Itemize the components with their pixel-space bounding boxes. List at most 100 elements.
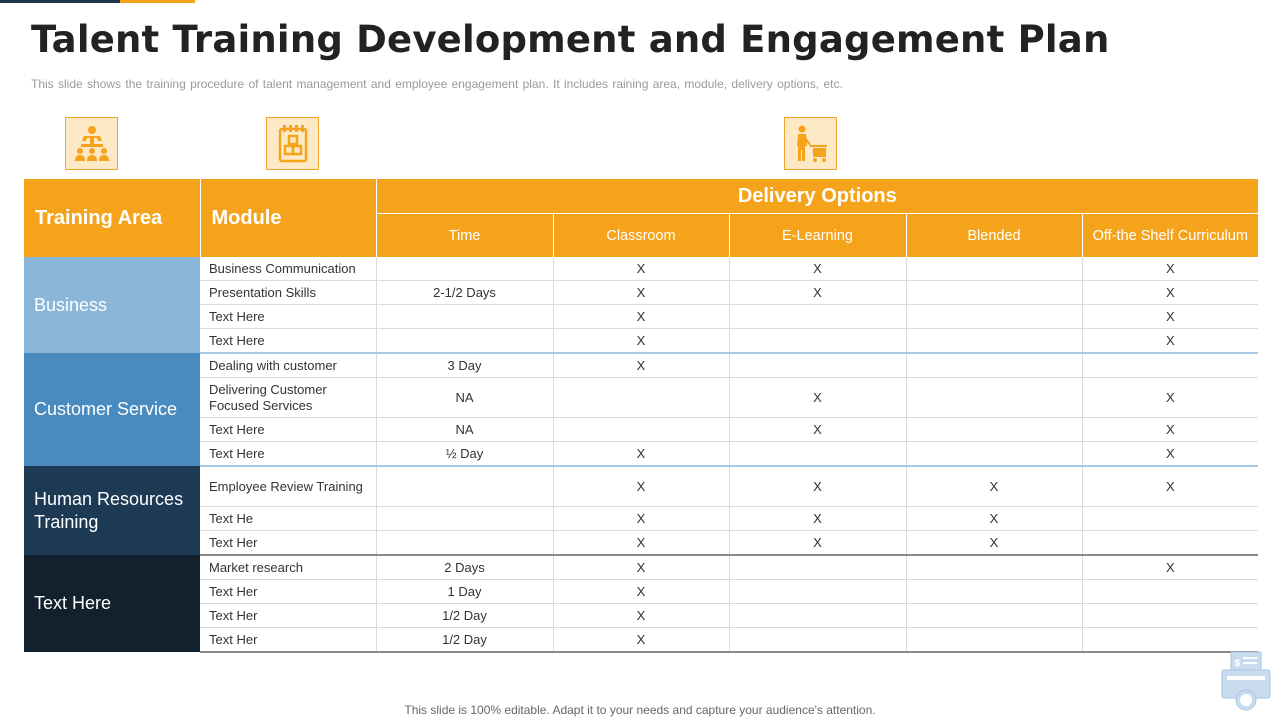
- module-cell: Text Her: [200, 603, 377, 628]
- time-cell: [376, 466, 554, 507]
- top-accent-dark: [0, 0, 120, 3]
- module-cell: Text Here: [200, 328, 377, 354]
- off-shelf-cell: X: [1082, 466, 1259, 507]
- header-delivery-options: Delivery Options: [376, 179, 1259, 214]
- module-cell: Delivering Customer Focused Services: [200, 377, 377, 418]
- module-cell: Text Her: [200, 530, 377, 556]
- table-row: Text Her 1 Day X: [24, 579, 1259, 604]
- classroom-cell: X: [553, 627, 730, 653]
- off-shelf-cell: X: [1082, 441, 1259, 467]
- delivery-cart-icon: [784, 117, 837, 170]
- classroom-cell: X: [553, 555, 730, 580]
- header-module: Module: [200, 179, 377, 257]
- header-off-shelf: Off-the Shelf Curriculum: [1082, 213, 1259, 257]
- elearning-cell: X: [729, 530, 907, 556]
- blended-cell: X: [906, 466, 1083, 507]
- area-human-resources: Human Resources Training: [24, 466, 200, 555]
- time-cell: [376, 257, 554, 281]
- table-row: Text Here Market research 2 Days X X: [24, 555, 1259, 652]
- elearning-cell: [729, 579, 907, 604]
- blended-cell: [906, 257, 1083, 281]
- time-cell: NA: [376, 377, 554, 418]
- elearning-cell: [729, 328, 907, 354]
- blended-cell: [906, 417, 1083, 442]
- off-shelf-cell: [1082, 603, 1259, 628]
- header-elearning: E-Learning: [729, 213, 907, 257]
- module-cell: Text Her: [200, 627, 377, 653]
- elearning-cell: X: [729, 466, 907, 507]
- page-subtitle: This slide shows the training procedure …: [31, 77, 843, 91]
- off-shelf-cell: X: [1082, 304, 1259, 329]
- time-cell: 1/2 Day: [376, 627, 554, 653]
- cash-register-icon: $: [1219, 650, 1273, 717]
- classroom-cell: X: [553, 506, 730, 531]
- classroom-cell: X: [553, 530, 730, 556]
- table-row: Text Her 1/2 Day X: [24, 627, 1259, 653]
- time-cell: [376, 506, 554, 531]
- classroom-cell: [553, 377, 730, 418]
- classroom-cell: X: [553, 441, 730, 467]
- off-shelf-cell: X: [1082, 555, 1259, 580]
- time-cell: 2 Days: [376, 555, 554, 580]
- time-cell: [376, 304, 554, 329]
- off-shelf-cell: [1082, 353, 1259, 378]
- time-cell: [376, 328, 554, 354]
- off-shelf-cell: X: [1082, 377, 1259, 418]
- off-shelf-cell: X: [1082, 328, 1259, 354]
- module-cell: Text Here: [200, 417, 377, 442]
- elearning-cell: [729, 304, 907, 329]
- time-cell: 1/2 Day: [376, 603, 554, 628]
- module-cell: Text He: [200, 506, 377, 531]
- module-cell: Text Her: [200, 579, 377, 604]
- time-cell: ½ Day: [376, 441, 554, 467]
- blended-cell: [906, 603, 1083, 628]
- classroom-cell: X: [553, 328, 730, 354]
- table-row: Business Business Communication X X X: [24, 257, 1259, 353]
- time-cell: 1 Day: [376, 579, 554, 604]
- module-cell: Dealing with customer: [200, 353, 377, 378]
- elearning-cell: [729, 441, 907, 467]
- off-shelf-cell: [1082, 579, 1259, 604]
- table-row: Text Her 1/2 Day X: [24, 603, 1259, 628]
- header-training-area: Training Area: [24, 179, 201, 257]
- classroom-cell: X: [553, 579, 730, 604]
- blended-cell: X: [906, 506, 1083, 531]
- top-accent-orange: [120, 0, 195, 3]
- classroom-cell: X: [553, 280, 730, 305]
- elearning-cell: X: [729, 506, 907, 531]
- module-cell: Business Communication: [200, 257, 377, 281]
- footer-note: This slide is 100% editable. Adapt it to…: [404, 703, 876, 717]
- table-row: Text He X X X: [24, 506, 1259, 531]
- time-cell: [376, 530, 554, 556]
- elearning-cell: X: [729, 417, 907, 442]
- classroom-cell: X: [553, 353, 730, 378]
- header-blended: Blended: [906, 213, 1083, 257]
- elearning-cell: X: [729, 280, 907, 305]
- off-shelf-cell: [1082, 627, 1259, 653]
- off-shelf-cell: X: [1082, 257, 1259, 281]
- module-cell: Employee Review Training: [200, 466, 377, 507]
- blended-cell: [906, 353, 1083, 378]
- module-blocks-icon: [266, 117, 319, 170]
- module-cell: Market research: [200, 555, 377, 580]
- blended-cell: [906, 627, 1083, 653]
- classroom-cell: X: [553, 603, 730, 628]
- elearning-cell: [729, 627, 907, 653]
- blended-cell: [906, 441, 1083, 467]
- header-classroom: Classroom: [553, 213, 730, 257]
- elearning-cell: [729, 353, 907, 378]
- classroom-cell: X: [553, 466, 730, 507]
- svg-text:$: $: [1234, 658, 1241, 669]
- header-time: Time: [376, 213, 554, 257]
- blended-cell: [906, 304, 1083, 329]
- elearning-cell: [729, 603, 907, 628]
- table-row: Text Here NA X X: [24, 417, 1259, 442]
- elearning-cell: [729, 555, 907, 580]
- area-business: Business: [24, 257, 200, 353]
- table-row: Human Resources Training Employee Review…: [24, 466, 1259, 555]
- table-row: Delivering Customer Focused Services NA …: [24, 377, 1259, 418]
- blended-cell: [906, 280, 1083, 305]
- table-row: Text Here X X: [24, 328, 1259, 354]
- off-shelf-cell: X: [1082, 417, 1259, 442]
- time-cell: 3 Day: [376, 353, 554, 378]
